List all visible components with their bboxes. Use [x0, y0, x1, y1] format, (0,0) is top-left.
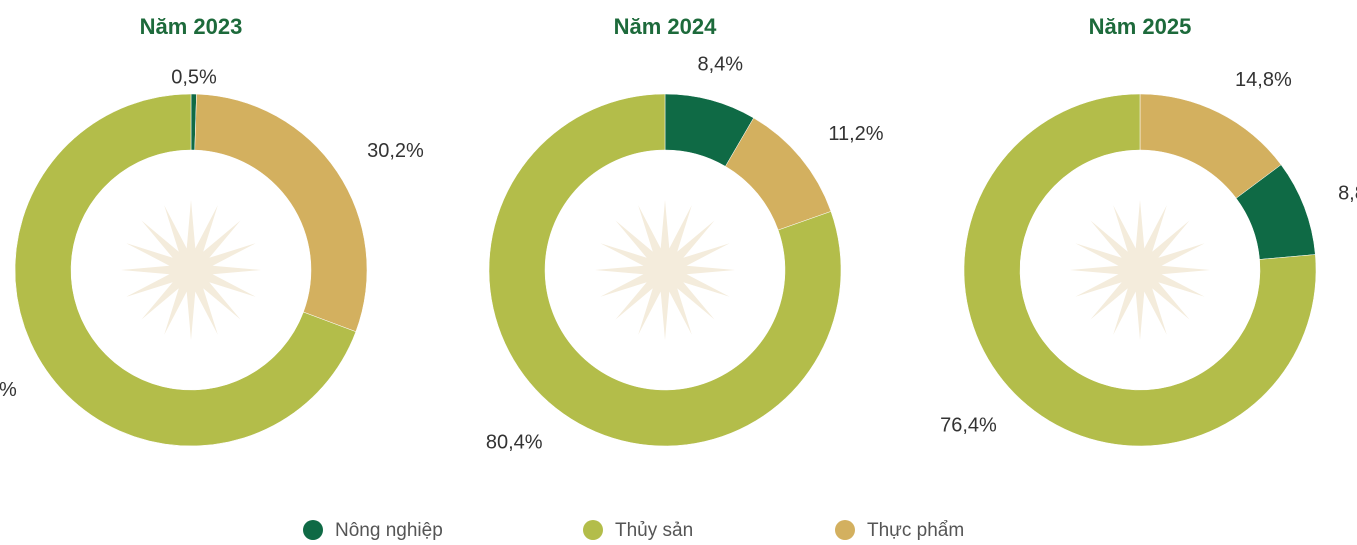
value-label: 11,2%	[828, 123, 883, 145]
value-label: 8,4%	[698, 54, 744, 76]
legend-swatch	[303, 520, 323, 540]
donut-segment	[14, 93, 357, 447]
legend-label: Nông nghiệp	[335, 520, 443, 541]
donut-segment	[488, 93, 842, 447]
donut-segment	[194, 93, 368, 333]
center-ornament	[595, 200, 735, 340]
value-label: 14,8%	[1235, 69, 1292, 91]
value-label: 0,5%	[171, 66, 217, 88]
value-label: 80,4%	[486, 431, 543, 453]
value-label: 30,2%	[367, 140, 424, 162]
donut-segment	[963, 93, 1317, 447]
value-label: 69,3%	[0, 379, 17, 401]
chart-title: Năm 2025	[1089, 14, 1192, 39]
legend-label: Thủy sản	[615, 520, 693, 541]
chart-title: Năm 2024	[614, 14, 718, 39]
value-label: 76,4%	[940, 415, 997, 437]
value-label: 8,8%	[1338, 183, 1357, 205]
chart-title: Năm 2023	[140, 14, 243, 39]
center-ornament	[121, 200, 261, 340]
legend-swatch	[583, 520, 603, 540]
center-ornament	[1070, 200, 1210, 340]
legend-swatch	[835, 520, 855, 540]
legend-label: Thực phẩm	[867, 520, 964, 541]
